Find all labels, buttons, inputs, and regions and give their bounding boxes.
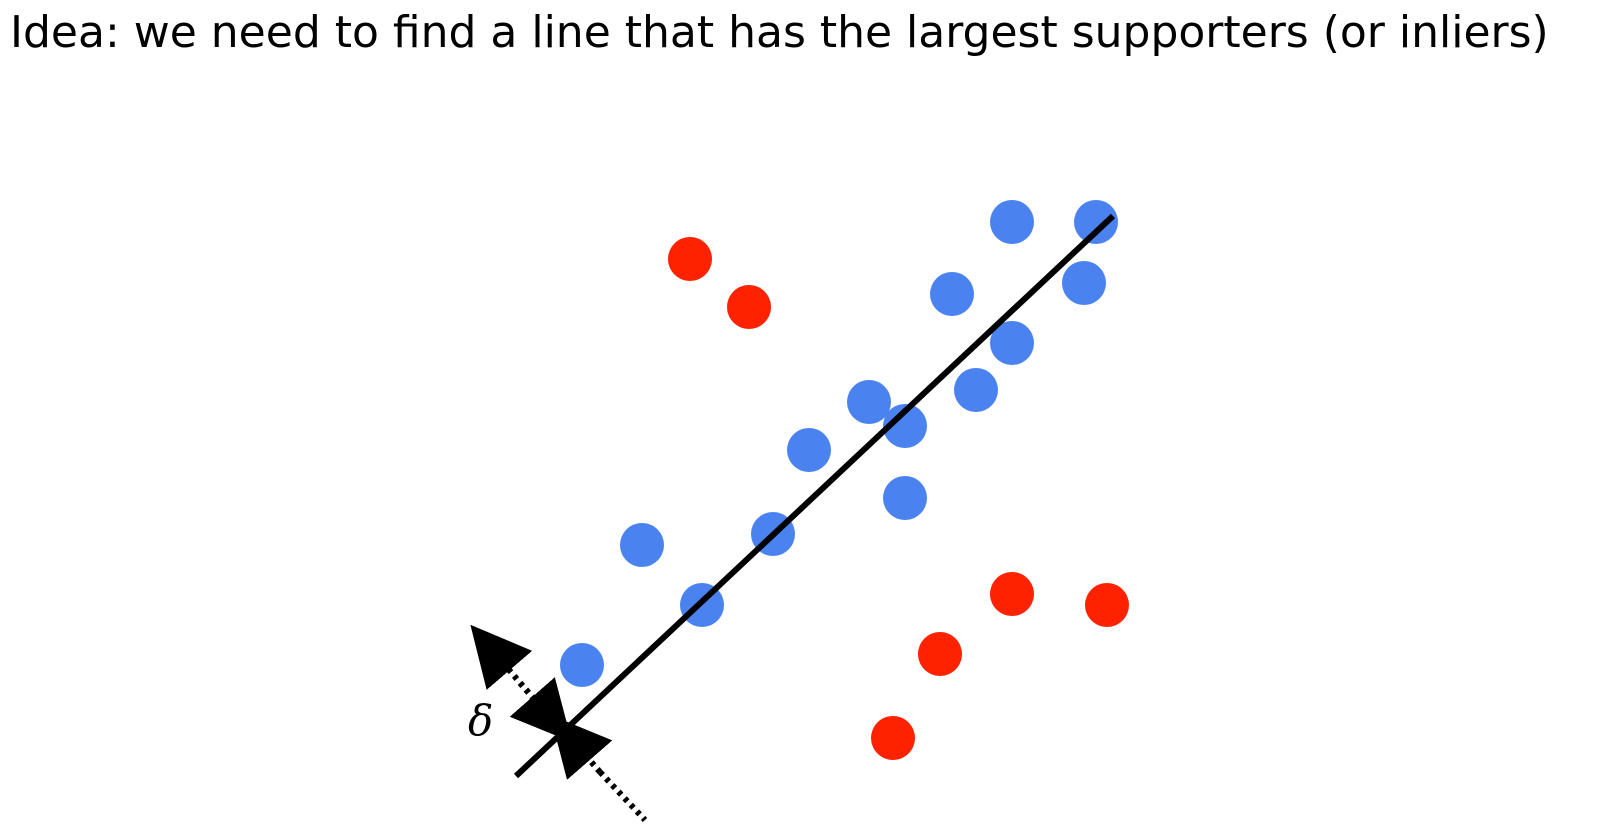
inlier-point [990,200,1034,244]
outlier-point [668,237,712,281]
threshold-arrow-upper [470,624,555,722]
inlier-point [930,272,974,316]
inlier-point [883,476,927,520]
outlier-point [990,572,1034,616]
threshold-arrow-lower [550,714,613,780]
inlier-point [1074,200,1118,244]
outlier-point [871,716,915,760]
outlier-point [727,285,771,329]
delta-threshold-label: δ [468,696,494,745]
inlier-point [620,523,664,567]
inlier-point [847,380,891,424]
inlier-point [990,321,1034,365]
inlier-point [883,404,927,448]
inlier-point [787,428,831,472]
outlier-point [918,632,962,676]
threshold-arrow-upper-tip [509,677,572,743]
inlier-point [560,643,604,687]
threshold-arrow-lower-tail [597,769,648,823]
inlier-point [954,368,998,412]
outlier-point [1085,583,1129,627]
fitted-line [513,213,1116,779]
slide-caption: Idea: we need to find a line that has th… [10,7,1549,58]
inlier-point [1062,261,1106,305]
